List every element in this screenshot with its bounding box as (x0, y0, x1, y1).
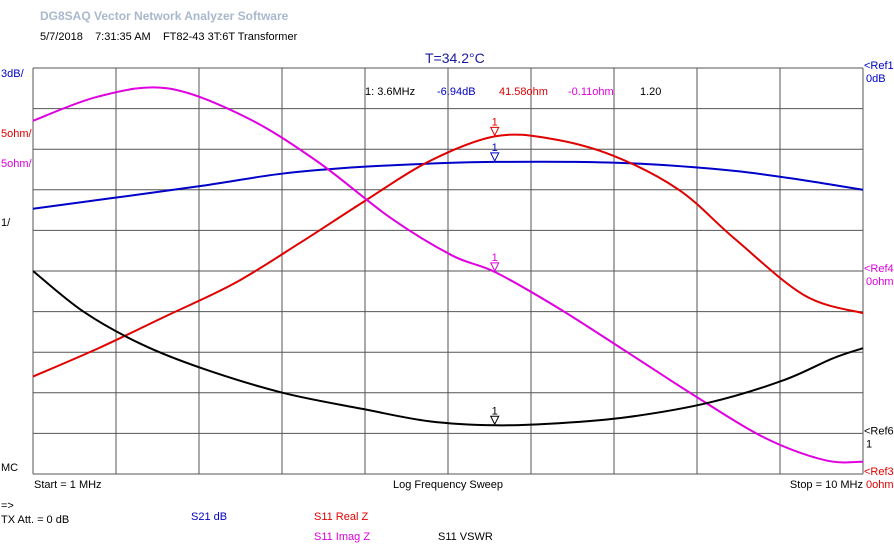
measurement-info: 5/7/2018 7:31:35 AM FT82-43 3T:6T Transf… (40, 31, 297, 43)
marker-s11-real-z (489, 126, 500, 137)
tx-attenuation: TX Att. = 0 dB (1, 514, 69, 526)
readout-vswr: 1.20 (640, 86, 661, 98)
sweep-start: Start = 1 MHz (34, 479, 102, 491)
scale-label: 5ohm/ (1, 128, 33, 140)
ref-marker: <Ref6 (864, 425, 894, 437)
app-title: DG8SAQ Vector Network Analyzer Software (40, 9, 289, 23)
readout-marker: 1: 3.6MHz (365, 86, 415, 98)
trace-s11-real-z (32, 133, 864, 378)
marker-s11-vswr (489, 415, 500, 426)
marker-label-s11-imag-z: 1 (492, 252, 498, 264)
trace-s11-vswr (32, 270, 864, 427)
measurement-date: 5/7/2018 (40, 31, 83, 43)
temperature-readout: T=34.2°C (425, 50, 485, 66)
marker-s11-imag-z (489, 262, 500, 273)
readout-real-z: 41.58ohm (499, 86, 548, 98)
marker-label-s11-vswr: 1 (492, 405, 498, 417)
scale-label: 3dB/ (1, 68, 25, 80)
legend-s11-real: S11 Real Z (314, 511, 368, 523)
device-name: FT82-43 3T:6T Transformer (162, 31, 298, 43)
marker-label-s21-db: 1 (492, 142, 498, 154)
sweep-type: Log Frequency Sweep (393, 479, 503, 491)
footer-arrow: => (1, 500, 14, 512)
scale-label: 1/ (1, 217, 11, 229)
marker-label-s11-real-z: 1 (492, 116, 498, 128)
measurement-time: 7:31:35 AM (95, 31, 151, 43)
readout-imag-z: -0.11ohm (568, 86, 614, 98)
ref-marker: <Ref3 (864, 466, 894, 478)
ref-value: 1 (866, 438, 872, 450)
ref-value: 0ohm (866, 479, 894, 491)
readout-s21: -6.94dB (437, 86, 476, 98)
ref-value: 0dB (866, 73, 886, 85)
trace-s11-imag-z (32, 86, 864, 464)
legend-s21-db: S21 dB (191, 511, 227, 523)
trace-s21-db (32, 160, 864, 210)
legend-s11-imag: S11 Imag Z (314, 531, 370, 543)
sweep-stop: Stop = 10 MHz (790, 479, 863, 491)
scale-label: 5ohm/ (1, 158, 33, 170)
ref-value: 0ohm (866, 276, 894, 288)
ref-marker: <Ref1 (864, 60, 894, 72)
marker-s21-db (489, 152, 500, 163)
scale-label: MC (1, 462, 18, 474)
legend-s11-vswr: S11 VSWR (438, 531, 493, 543)
grid (32, 67, 864, 475)
ref-marker: <Ref4 (864, 263, 894, 275)
